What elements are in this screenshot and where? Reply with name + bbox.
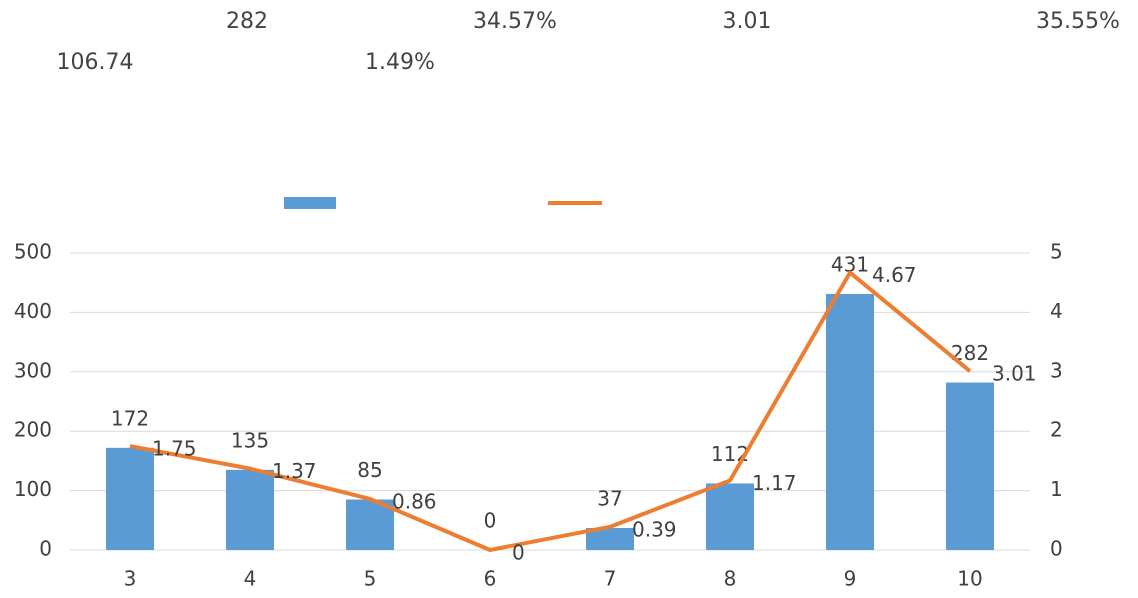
annotation: 35.55% — [1036, 9, 1120, 34]
bar — [346, 499, 394, 550]
y-tick-label: 200 — [14, 418, 52, 442]
annotation: 106.74 — [57, 50, 134, 75]
line-label: 1.75 — [152, 437, 197, 461]
y2-tick-label: 1 — [1050, 477, 1063, 501]
line-label: 1.37 — [272, 459, 317, 483]
line-label: 0 — [512, 541, 525, 565]
x-tick-label: 5 — [364, 567, 377, 591]
bar-label: 85 — [357, 458, 382, 482]
annotation: 34.57% — [473, 9, 557, 34]
line-label: 0.86 — [392, 489, 437, 513]
bar — [826, 293, 874, 550]
line-label: 0.39 — [632, 517, 677, 541]
y2-tick-label: 2 — [1050, 418, 1063, 442]
y2-tick-label: 3 — [1050, 358, 1063, 382]
annotation: 282 — [226, 9, 268, 34]
y2-tick-label: 0 — [1050, 537, 1063, 561]
line-label: 4.67 — [872, 263, 917, 287]
bar — [106, 447, 154, 550]
x-tick-label: 4 — [244, 567, 257, 591]
x-tick-label: 7 — [604, 567, 617, 591]
bar-label: 172 — [111, 406, 149, 430]
legend-swatch — [284, 197, 336, 209]
bar — [226, 469, 274, 550]
bar — [586, 528, 634, 550]
line-label: 1.17 — [752, 471, 797, 495]
bar-label: 37 — [597, 487, 622, 511]
y2-tick-label: 5 — [1050, 240, 1063, 264]
bar — [706, 483, 754, 550]
annotation: 3.01 — [723, 9, 772, 34]
y-tick-label: 0 — [39, 537, 52, 561]
y-tick-label: 100 — [14, 477, 52, 501]
x-tick-label: 6 — [484, 567, 497, 591]
x-tick-label: 9 — [844, 567, 857, 591]
y-tick-label: 300 — [14, 358, 52, 382]
line — [129, 270, 972, 552]
y-tick-label: 400 — [14, 299, 52, 323]
bar-label: 135 — [231, 428, 269, 452]
x-tick-label: 3 — [124, 567, 137, 591]
y2-tick-label: 4 — [1050, 299, 1063, 323]
x-tick-label: 10 — [957, 567, 982, 591]
bar-label: 0 — [484, 509, 497, 533]
bar — [946, 382, 994, 550]
annotation: 1.49% — [365, 50, 435, 75]
line-label: 3.01 — [992, 362, 1037, 386]
x-tick-label: 8 — [724, 567, 737, 591]
y-tick-label: 500 — [14, 240, 52, 264]
